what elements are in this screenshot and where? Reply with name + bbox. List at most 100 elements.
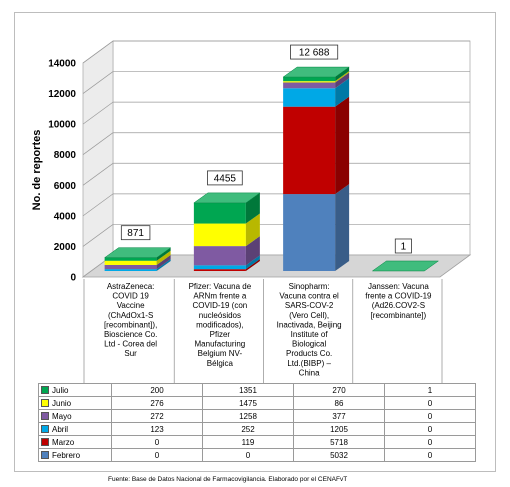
bar-segment-side: [335, 184, 350, 271]
bar-top: [193, 192, 261, 204]
legend-swatch: [41, 425, 49, 434]
y-tick-label: 8000: [54, 150, 77, 161]
table-cell: 276: [111, 396, 203, 410]
bar-segment-side: [156, 254, 171, 270]
gridline: [82, 193, 114, 217]
y-tick-label: 14000: [48, 59, 76, 70]
bar-top: [371, 260, 440, 272]
category-label: Manufacturing: [195, 340, 246, 349]
category-label: ARNm frente a: [193, 292, 246, 301]
legend-swatch: [41, 438, 49, 447]
table-cell: 0: [384, 422, 476, 436]
bar-segment: [104, 269, 157, 271]
table-cell: 86: [293, 396, 385, 410]
bar-top: [103, 247, 172, 258]
category-label: Sur: [124, 349, 137, 358]
table-cell: 1351: [202, 383, 294, 397]
category-label: Janssen: Vacuna: [368, 282, 429, 291]
total-label: 12 688: [299, 48, 330, 59]
category-label: (ChAdOx1-S: [108, 311, 153, 320]
table-cell: 0: [111, 435, 203, 449]
legend-label: Julio: [52, 385, 69, 395]
y-tick-label: 6000: [54, 181, 77, 192]
bar-segment: [283, 81, 336, 83]
bar-segment-side: [335, 72, 350, 89]
table-cell: 252: [202, 422, 294, 436]
table-row: Mayo 272 1258 377 0: [38, 409, 476, 423]
table-cell: 0: [384, 448, 476, 462]
category-label: Sinopharm:: [289, 282, 330, 291]
bar-segment-side: [245, 259, 260, 271]
table-cell: 0: [384, 435, 476, 449]
data-table: Julio 200 1351 270 1 Junio 276 1475 86 0 Mayo 272 12…: [38, 383, 476, 462]
floor: [81, 254, 472, 278]
table-cell: 0: [384, 396, 476, 410]
category-label: Belgium NV-: [198, 349, 243, 358]
bar-segment-side: [335, 71, 350, 83]
bar-segment: [283, 77, 336, 82]
category-label: Products Co.: [286, 349, 332, 358]
bar-segment: [193, 223, 246, 247]
table-cell: 5718: [293, 435, 385, 449]
legend-swatch: [41, 412, 49, 421]
category-label: (Ad26.COV2-S: [372, 301, 425, 310]
bar-segment: [283, 194, 336, 271]
category-label: [recombinant]),: [104, 320, 157, 329]
total-label-box: [120, 225, 151, 241]
legend-label: Febrero: [52, 450, 81, 460]
category-label: Institute of: [291, 330, 329, 339]
category-label: (Vero Cell),: [289, 311, 329, 320]
category-label: China: [299, 368, 320, 377]
category-label: frente a COVID-19: [365, 292, 432, 301]
bar-segment: [104, 264, 157, 270]
table-row: Julio 200 1351 270 1: [38, 383, 476, 397]
table-row: Abril 123 252 1205 0: [38, 422, 476, 436]
y-tick-label: 2000: [54, 242, 77, 253]
category-label: Bélgica: [207, 359, 234, 368]
bar-segment-side: [245, 255, 260, 270]
legend-swatch: [41, 399, 49, 408]
legend-entry: Marzo: [38, 435, 112, 449]
legend-entry: Julio: [38, 383, 112, 397]
bar-segment: [193, 202, 246, 224]
total-label-box: [394, 238, 412, 254]
bar-segment-side: [245, 236, 260, 266]
category-label: Bioscience Co.: [104, 330, 157, 339]
table-cell: 1475: [202, 396, 294, 410]
table-row: Marzo 0 119 5718 0: [38, 435, 476, 449]
total-label: 871: [127, 228, 144, 239]
category-label: Vaccine: [117, 301, 145, 310]
category-label: Inactivada, Beijing: [277, 320, 342, 329]
total-label-box: [290, 44, 339, 60]
table-cell: 200: [111, 383, 203, 397]
bar-top: [282, 66, 350, 78]
bar-segment-side: [156, 250, 171, 265]
table-cell: 123: [111, 422, 203, 436]
y-tick-label: 10000: [48, 120, 76, 131]
legend-swatch: [41, 386, 49, 395]
gridline: [82, 163, 114, 186]
legend-entry: Junio: [38, 396, 112, 410]
table-cell: 270: [293, 383, 385, 397]
bar-segment: [283, 106, 336, 195]
legend-entry: Febrero: [38, 448, 112, 462]
table-row: Febrero 0 0 5032 0: [38, 448, 476, 462]
legend-entry: Mayo: [38, 409, 112, 423]
gridline: [82, 132, 114, 155]
legend-label: Abril: [52, 424, 69, 434]
table-row: Junio 276 1475 86 0: [38, 396, 476, 410]
table-cell: 272: [111, 409, 203, 423]
category-label: [recombinante]): [371, 311, 427, 320]
bar-segment-side: [335, 96, 350, 195]
gridline: [82, 224, 114, 247]
category-label: SARS-COV-2: [285, 301, 334, 310]
y-tick-label: 4000: [54, 211, 77, 222]
category-label: Ltd - Corea del: [104, 340, 157, 349]
y-axis-title: No. de reportes: [31, 130, 43, 211]
table-cell: 1258: [202, 409, 294, 423]
bar-segment: [104, 257, 157, 261]
category-label: COVID-19 (con: [193, 301, 248, 310]
category-label: Pfizer: Vacuna de: [189, 282, 252, 291]
category-label: AstraZeneca:: [107, 282, 155, 291]
